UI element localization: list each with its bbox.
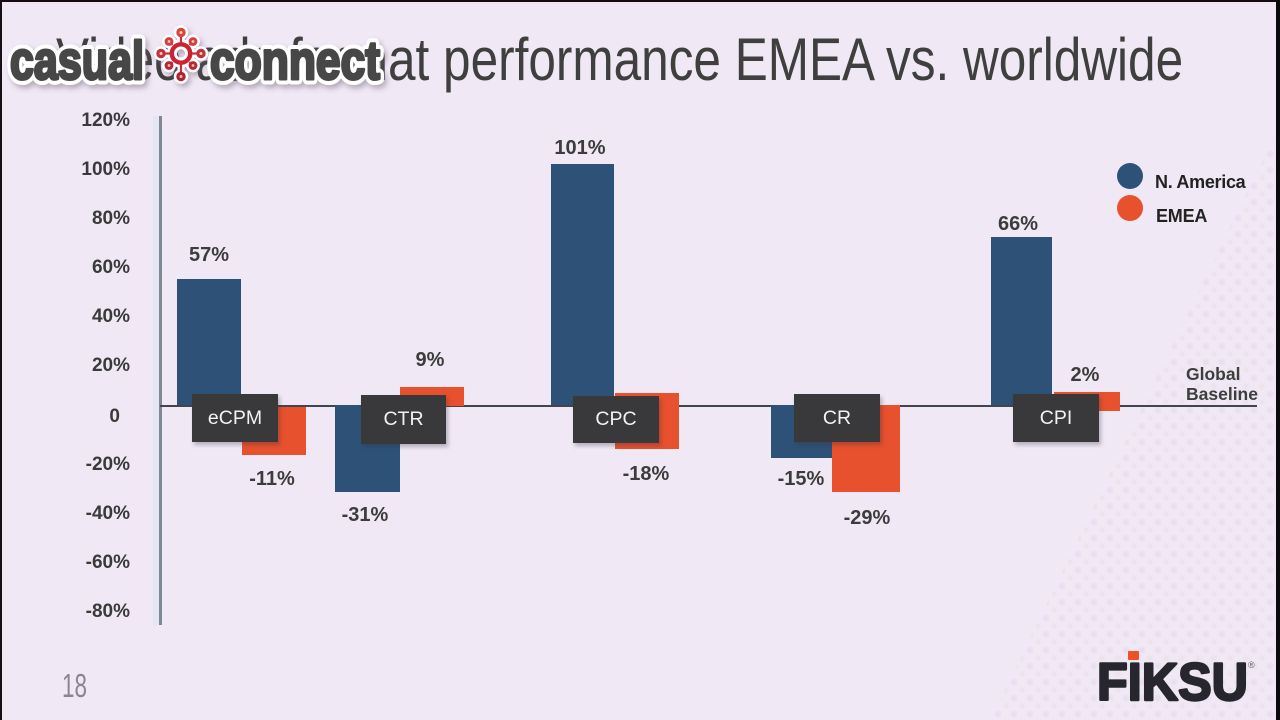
svg-text:FIKSU: FIKSU: [1097, 653, 1248, 712]
svg-text:casual: casual: [10, 31, 144, 91]
svg-text:connect: connect: [210, 31, 380, 91]
svg-text:connect: connect: [210, 31, 380, 91]
svg-text:®: ®: [1248, 660, 1255, 670]
svg-text:casual: casual: [10, 31, 144, 91]
